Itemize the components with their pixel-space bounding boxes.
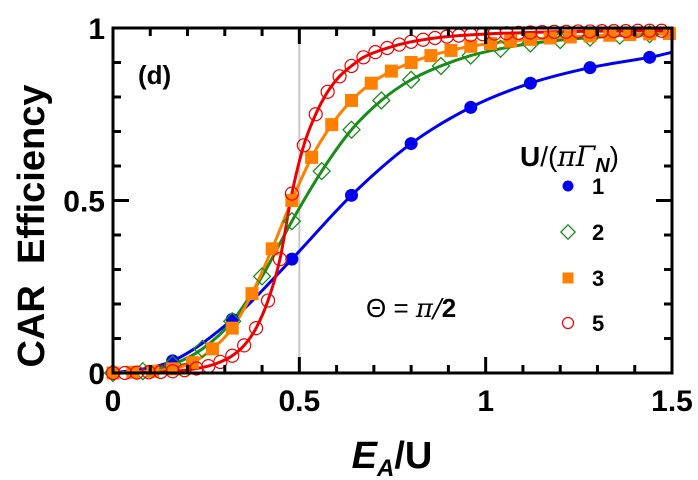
data-point [384, 64, 398, 78]
legend-entry-3: 3 [562, 266, 604, 291]
data-point [345, 188, 359, 202]
legend-marker-icon [562, 272, 574, 284]
x-tick-label: 1.5 [651, 385, 693, 418]
data-point [642, 23, 657, 38]
data-point [464, 100, 478, 114]
data-point [342, 120, 361, 140]
legend: 1 2 3 5 [559, 174, 604, 336]
data-point [225, 348, 240, 363]
data-point [606, 24, 621, 39]
x-axis-title-main: E [352, 435, 379, 477]
markers-series-2 [103, 24, 660, 383]
data-point [404, 56, 418, 69]
data-point [320, 84, 335, 99]
data-point [285, 252, 299, 266]
data-point [643, 27, 657, 41]
data-point [404, 137, 418, 151]
data-point [237, 338, 252, 353]
data-point [643, 50, 657, 64]
panel-label: (d) [138, 60, 171, 90]
data-point [401, 70, 421, 90]
legend-entry-1: 1 [562, 174, 604, 199]
legend-label: 3 [592, 266, 604, 291]
data-point [265, 242, 279, 256]
x-axis-title-sub: A [376, 455, 394, 480]
legend-marker-icon [561, 316, 575, 330]
data-point [296, 138, 311, 153]
theta-annotation: Θ = π/2 [366, 293, 456, 324]
data-point [177, 363, 192, 378]
data-point [427, 30, 443, 46]
x-tick-label: 0 [105, 385, 122, 418]
theta-annotation-lhs: Θ = [366, 293, 416, 323]
y-tick-label: 0 [88, 358, 105, 391]
data-point [583, 29, 597, 43]
data-point [225, 321, 239, 335]
legend-marker-icon [562, 180, 574, 192]
data-point [249, 321, 264, 336]
legend-title: U/(πΓN) [520, 140, 619, 177]
data-point [618, 24, 633, 39]
data-point [282, 211, 302, 231]
axis-ticks: 0 0.5 1 1.5 0 0.5 1 [63, 13, 693, 418]
data-point [325, 118, 339, 132]
data-point [535, 25, 550, 40]
data-point [594, 24, 610, 39]
data-point [252, 267, 272, 286]
data-point [431, 56, 451, 76]
data-point [543, 31, 557, 45]
markers-series-3 [106, 27, 676, 380]
data-point [165, 364, 180, 379]
y-axis-title: CAR Efficiency [11, 85, 53, 368]
legend-entry-5: 5 [561, 311, 604, 336]
data-point [364, 76, 378, 90]
y-tick-label: 1 [88, 13, 105, 46]
data-point [415, 32, 431, 47]
data-point [312, 161, 332, 181]
x-tick-label: 1 [477, 385, 494, 418]
legend-label: 5 [592, 311, 604, 336]
data-point [284, 186, 299, 201]
theta-annotation-two: 2 [442, 293, 456, 323]
data-point [332, 69, 347, 84]
data-point [583, 61, 597, 75]
legend-label: 2 [592, 220, 604, 245]
data-point [603, 28, 617, 42]
data-point [511, 25, 526, 40]
data-point [444, 43, 458, 57]
data-point [630, 23, 645, 38]
curve-series-1 [112, 50, 673, 375]
legend-label: 1 [592, 174, 604, 199]
x-axis-title: EA/U [352, 435, 433, 480]
x-tick-label: 0.5 [278, 385, 320, 418]
data-point [356, 50, 371, 65]
data-point [245, 287, 259, 301]
data-point [344, 58, 359, 74]
legend-marker-icon [559, 223, 577, 241]
data-point [305, 150, 319, 164]
data-point [570, 24, 586, 39]
data-point [308, 107, 323, 122]
data-point [424, 49, 438, 63]
data-point [260, 293, 276, 308]
legend-entry-2: 2 [559, 220, 604, 245]
y-tick-label: 0.5 [63, 186, 105, 219]
x-axis-title-rest: /U [394, 435, 432, 477]
theta-annotation-pi: π/ [415, 294, 444, 324]
data-point [654, 23, 669, 38]
data-point [213, 354, 228, 370]
data-point [206, 342, 220, 356]
data-point [272, 252, 288, 267]
data-point [345, 93, 359, 107]
data-markers [103, 23, 676, 383]
data-point [464, 39, 478, 53]
data-point [371, 91, 391, 110]
data-point [504, 34, 518, 48]
data-point [523, 76, 537, 90]
